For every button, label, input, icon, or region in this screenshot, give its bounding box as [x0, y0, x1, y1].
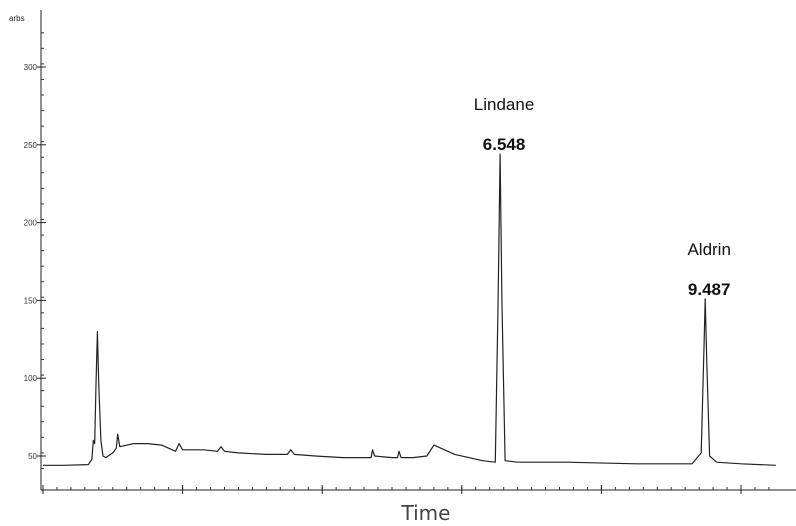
y-tick-label: 250 — [24, 141, 38, 150]
plot-area — [43, 154, 776, 465]
chromatogram-trace — [43, 154, 776, 465]
peak-name-label: Aldrin — [687, 240, 730, 259]
y-tick-label: 50 — [28, 452, 37, 461]
y-tick-label: 100 — [24, 374, 38, 383]
x-axis-title: Time — [401, 501, 451, 525]
peak-retention-time-label: 6.548 — [483, 135, 526, 154]
peak-annotations: Lindane 6.548 Aldrin 9.487 — [474, 95, 731, 299]
peak-retention-time-label: 9.487 — [688, 280, 731, 299]
y-unit-label: arbs — [9, 14, 25, 23]
y-tick-label: 200 — [24, 219, 38, 228]
axes: arbs — [9, 10, 796, 490]
peak-name-label: Lindane — [474, 95, 535, 114]
y-ticks: 50 100 150 200 250 300 — [24, 63, 46, 461]
y-tick-label: 150 — [24, 296, 38, 305]
y-tick-label: 300 — [24, 63, 38, 72]
